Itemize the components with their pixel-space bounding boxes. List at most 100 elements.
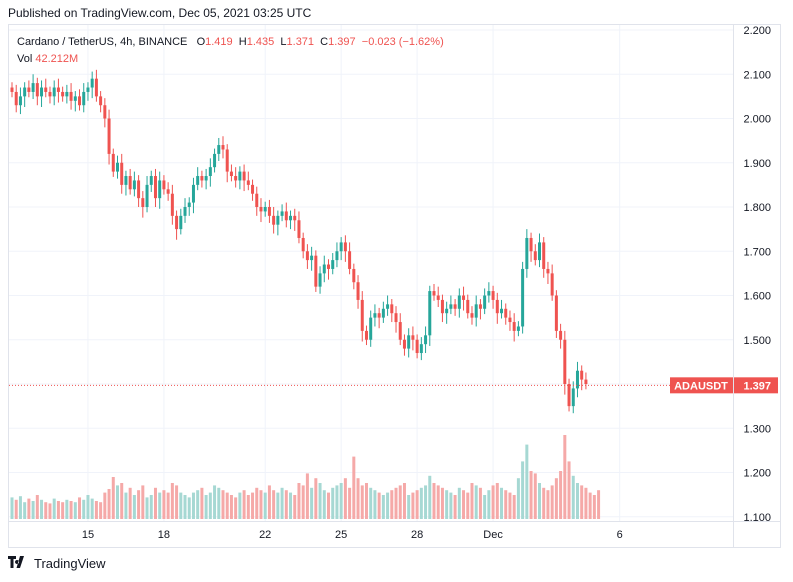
candle-body xyxy=(242,171,246,181)
volume-bar xyxy=(183,495,187,519)
volume-bar xyxy=(170,483,174,519)
symbol-label: Cardano / TetherUS, 4h, BINANCE xyxy=(17,36,188,48)
candle-body xyxy=(563,339,567,384)
volume-bar xyxy=(508,492,512,519)
volume-bar xyxy=(305,473,309,519)
volume-bar xyxy=(124,492,128,519)
x-tick-label: Dec xyxy=(483,529,503,541)
candle-body xyxy=(187,202,191,207)
candle-body xyxy=(436,295,440,300)
close-value: 1.397 xyxy=(328,36,356,48)
candle-body xyxy=(453,304,457,309)
candle-body xyxy=(280,211,284,216)
change-value: −0.023 (−1.62%) xyxy=(361,36,444,48)
volume-bar xyxy=(402,483,406,519)
candle-body xyxy=(546,268,550,274)
low-value: 1.371 xyxy=(286,36,315,48)
candle-body xyxy=(78,96,82,106)
candle-body xyxy=(204,176,208,181)
candle-body xyxy=(322,264,326,274)
candle-body xyxy=(284,211,288,221)
candle-body xyxy=(217,145,221,154)
volume-bar xyxy=(116,485,119,519)
volume-bar xyxy=(559,471,563,519)
candle-body xyxy=(584,379,588,384)
volume-bar xyxy=(238,492,242,519)
volume-bar xyxy=(546,490,550,519)
volume-bar xyxy=(204,495,208,519)
candle-body xyxy=(128,176,132,190)
candle-body xyxy=(364,330,368,340)
candle-body xyxy=(103,105,107,119)
candle-body xyxy=(191,184,195,203)
volume-bar xyxy=(470,483,474,519)
candle-body xyxy=(440,299,444,314)
candle-body xyxy=(251,184,255,194)
x-tick-label: 15 xyxy=(82,529,94,541)
candle-body xyxy=(52,87,56,97)
volume-bar xyxy=(120,483,124,519)
candle-body xyxy=(120,162,124,185)
candle-body xyxy=(432,291,436,296)
volume-bar xyxy=(99,502,103,519)
candle-body xyxy=(462,295,466,300)
volume-bar xyxy=(10,497,14,519)
y-tick-label: 1.500 xyxy=(743,335,771,347)
volume-bar xyxy=(284,490,288,519)
candle-body xyxy=(238,171,242,181)
candle-body xyxy=(445,308,449,314)
volume-bar xyxy=(428,475,432,519)
candle-body xyxy=(297,220,301,238)
candle-body xyxy=(289,215,293,221)
y-tick-label: 1.600 xyxy=(743,291,771,303)
symbol-tag-bg xyxy=(670,377,733,394)
volume-bar xyxy=(335,485,339,519)
candle-body xyxy=(305,251,309,261)
volume-bar xyxy=(246,495,250,519)
candle-body xyxy=(31,83,35,92)
candle-body xyxy=(377,313,381,318)
volume-bar xyxy=(166,492,170,519)
candle-body xyxy=(263,207,267,212)
candle-body xyxy=(415,339,419,354)
candle-body xyxy=(491,291,495,300)
candle-body xyxy=(213,153,217,168)
candle-body xyxy=(419,344,423,354)
candle-body xyxy=(516,326,520,331)
volume-bar xyxy=(588,492,592,519)
candle-body xyxy=(183,207,187,216)
volume-bar xyxy=(251,492,255,519)
volume-bar xyxy=(65,499,69,519)
volume-bar xyxy=(200,487,204,519)
candle-body xyxy=(272,215,276,225)
candle-body xyxy=(145,184,149,207)
candle-body xyxy=(116,162,119,172)
chart-legend: Cardano / TetherUS, 4h, BINANCE O1.419 H… xyxy=(17,34,444,68)
volume-bar xyxy=(289,492,293,519)
candle-body xyxy=(225,149,229,172)
tradingview-brand[interactable]: TradingView xyxy=(8,556,106,571)
volume-bar xyxy=(132,495,136,519)
volume-bar xyxy=(512,495,516,519)
volume-bar xyxy=(162,490,166,519)
candle-body xyxy=(343,242,347,252)
candle-body xyxy=(149,176,153,185)
y-tick-label: 2.200 xyxy=(743,25,771,37)
candle-body xyxy=(428,291,432,336)
candle-body xyxy=(508,317,512,323)
chart-frame xyxy=(8,24,781,548)
volume-bar xyxy=(352,456,356,519)
candle-body xyxy=(474,304,478,318)
volume-bar xyxy=(217,487,221,519)
volume-bar xyxy=(297,483,301,519)
candle-body xyxy=(40,87,44,97)
volume-bar xyxy=(411,492,415,519)
candle-body xyxy=(111,153,115,172)
candle-body xyxy=(82,91,86,106)
ohlc-row: Cardano / TetherUS, 4h, BINANCE O1.419 H… xyxy=(17,34,444,51)
tradingview-logo-icon xyxy=(8,556,28,571)
volume-value: 42.212M xyxy=(35,53,79,65)
volume-bar xyxy=(234,497,238,519)
candle-body xyxy=(234,176,238,181)
